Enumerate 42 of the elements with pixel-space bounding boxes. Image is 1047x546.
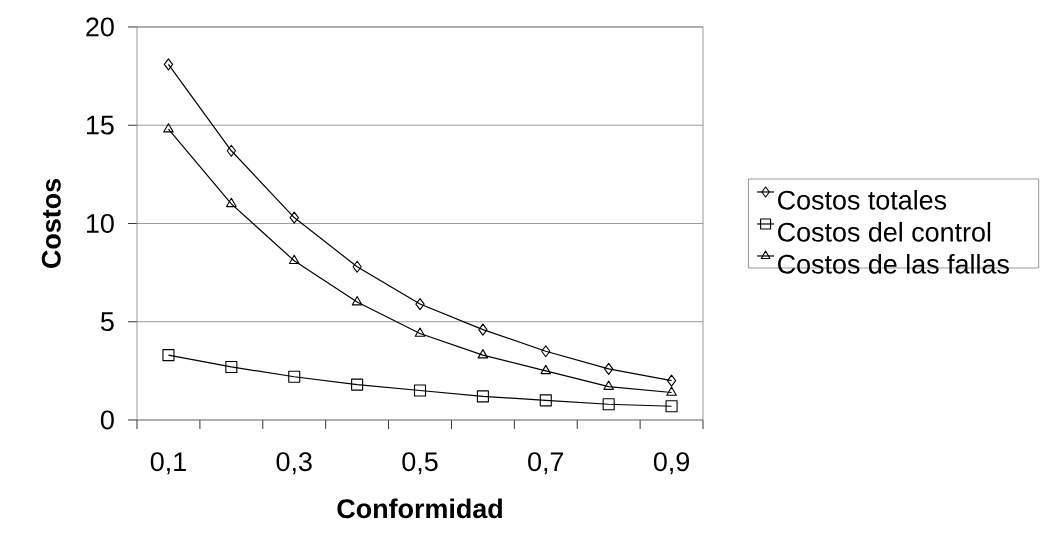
point — [414, 327, 426, 337]
x-tick-label: 0,3 — [276, 452, 312, 475]
point — [413, 384, 427, 397]
y-tick-label: 20 — [86, 17, 114, 37]
y-tick-label: 0 — [100, 410, 114, 430]
point — [666, 386, 677, 396]
point — [289, 211, 299, 224]
point — [162, 349, 175, 362]
point — [226, 144, 237, 157]
point — [604, 362, 614, 375]
x-tick-label: 0,5 — [402, 452, 438, 475]
point — [351, 296, 363, 306]
x-tick-label: 0,1 — [150, 452, 186, 475]
point — [665, 400, 678, 413]
point — [415, 298, 425, 311]
point — [226, 197, 237, 208]
point — [540, 364, 552, 375]
point — [351, 378, 364, 391]
point — [541, 345, 551, 358]
point — [288, 370, 301, 383]
point — [603, 380, 614, 390]
point — [477, 349, 489, 359]
point — [602, 398, 615, 411]
y-tick-label: 15 — [86, 115, 114, 135]
legend-label: Costos totales — [778, 189, 947, 210]
point — [163, 123, 174, 133]
point — [225, 360, 238, 373]
x-axis-title: Conformidad — [337, 498, 502, 519]
point — [163, 58, 174, 71]
y-axis-title: Costos — [41, 179, 61, 268]
point — [352, 260, 362, 273]
y-tick-label: 5 — [100, 312, 114, 332]
point — [476, 390, 489, 403]
x-tick-label: 0,9 — [653, 452, 689, 475]
point — [666, 374, 677, 387]
point — [288, 254, 300, 265]
point — [478, 323, 488, 336]
y-tick-label: 10 — [86, 213, 114, 234]
legend-label: Costos de las fallas — [778, 253, 1009, 274]
x-tick-label: 0,7 — [528, 452, 564, 475]
legend-label: Costos del control — [778, 221, 991, 242]
point — [539, 394, 552, 407]
